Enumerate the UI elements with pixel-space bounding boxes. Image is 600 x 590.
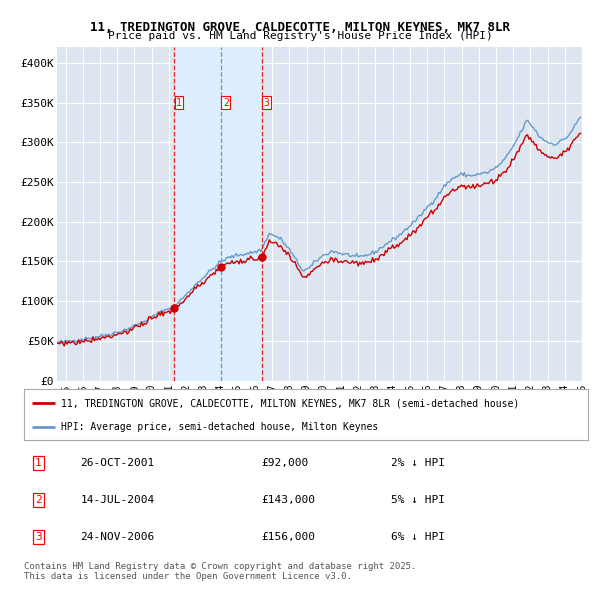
Text: 5% ↓ HPI: 5% ↓ HPI [391, 495, 445, 505]
Text: 6% ↓ HPI: 6% ↓ HPI [391, 532, 445, 542]
Text: Price paid vs. HM Land Registry's House Price Index (HPI): Price paid vs. HM Land Registry's House … [107, 31, 493, 41]
Text: 11, TREDINGTON GROVE, CALDECOTTE, MILTON KEYNES, MK7 8LR (semi-detached house): 11, TREDINGTON GROVE, CALDECOTTE, MILTON… [61, 398, 519, 408]
Text: 24-NOV-2006: 24-NOV-2006 [80, 532, 155, 542]
Text: HPI: Average price, semi-detached house, Milton Keynes: HPI: Average price, semi-detached house,… [61, 422, 378, 432]
Text: 11, TREDINGTON GROVE, CALDECOTTE, MILTON KEYNES, MK7 8LR: 11, TREDINGTON GROVE, CALDECOTTE, MILTON… [90, 21, 510, 34]
Text: 1: 1 [35, 458, 41, 468]
Text: Contains HM Land Registry data © Crown copyright and database right 2025.
This d: Contains HM Land Registry data © Crown c… [24, 562, 416, 581]
Text: £143,000: £143,000 [261, 495, 315, 505]
Text: 2% ↓ HPI: 2% ↓ HPI [391, 458, 445, 468]
Text: 1: 1 [176, 98, 182, 108]
Text: 26-OCT-2001: 26-OCT-2001 [80, 458, 155, 468]
Text: £92,000: £92,000 [261, 458, 308, 468]
Bar [175, 47, 262, 381]
Text: 3: 3 [35, 532, 41, 542]
Text: 2: 2 [223, 98, 229, 108]
Text: 14-JUL-2004: 14-JUL-2004 [80, 495, 155, 505]
Text: 2: 2 [35, 495, 41, 505]
Text: 3: 3 [263, 98, 269, 108]
Text: £156,000: £156,000 [261, 532, 315, 542]
